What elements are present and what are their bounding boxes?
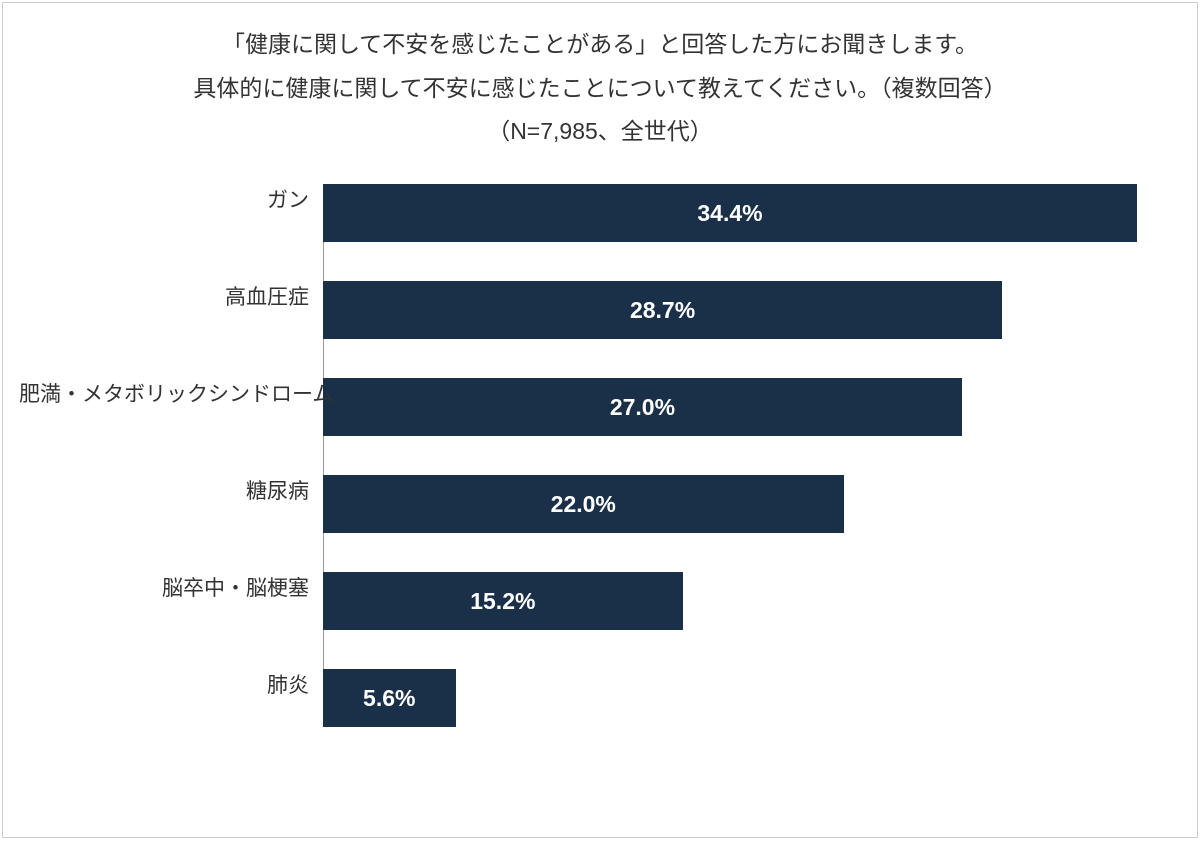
- bar-row: 肺炎5.6%: [323, 669, 1137, 727]
- bar-category-label: 肺炎: [19, 669, 309, 699]
- bar-row: 脳卒中・脳梗塞15.2%: [323, 572, 1137, 630]
- bar-value-label: 28.7%: [630, 297, 695, 324]
- bar-wrapper: 糖尿病22.0%: [323, 475, 1137, 533]
- bar-value-label: 5.6%: [363, 685, 415, 712]
- bar-category-label: 糖尿病: [19, 475, 309, 505]
- bar-wrapper: 高血圧症28.7%: [323, 281, 1137, 339]
- bar-row: ガン34.4%: [323, 184, 1137, 242]
- bar-wrapper: 脳卒中・脳梗塞15.2%: [323, 572, 1137, 630]
- bar-category-label: 脳卒中・脳梗塞: [19, 572, 309, 602]
- bar-row: 肥満・メタボリックシンドローム27.0%: [323, 378, 1137, 436]
- bar-category-label: 肥満・メタボリックシンドローム: [19, 378, 309, 408]
- bar-value-label: 15.2%: [470, 588, 535, 615]
- bar-category-label: ガン: [19, 184, 309, 214]
- bar-value-label: 34.4%: [697, 200, 762, 227]
- chart-title: 「健康に関して不安を感じたことがある」と回答した方にお聞きします。 具体的に健康…: [23, 23, 1177, 154]
- bar-value-label: 27.0%: [610, 394, 675, 421]
- bar: 28.7%: [323, 281, 1002, 339]
- bar: 27.0%: [323, 378, 962, 436]
- bar: 5.6%: [323, 669, 456, 727]
- bar-wrapper: 肺炎5.6%: [323, 669, 1137, 727]
- title-line-1: 「健康に関して不安を感じたことがある」と回答した方にお聞きします。: [23, 23, 1177, 67]
- bar: 22.0%: [323, 475, 844, 533]
- bar-wrapper: ガン34.4%: [323, 184, 1137, 242]
- bar: 34.4%: [323, 184, 1137, 242]
- bar-category-label: 高血圧症: [19, 281, 309, 311]
- title-line-2: 具体的に健康に関して不安に感じたことについて教えてください。（複数回答）: [23, 67, 1177, 111]
- bar-wrapper: 肥満・メタボリックシンドローム27.0%: [323, 378, 1137, 436]
- chart-plot-area: ガン34.4% 高血圧症28.7% 肥満・メタボリックシンドローム27.0% 糖尿病2…: [23, 184, 1177, 727]
- bar: 15.2%: [323, 572, 683, 630]
- y-axis-line: [323, 184, 324, 727]
- bar-value-label: 22.0%: [551, 491, 616, 518]
- chart-container: 「健康に関して不安を感じたことがある」と回答した方にお聞きします。 具体的に健康…: [2, 2, 1198, 838]
- bar-row: 高血圧症28.7%: [323, 281, 1137, 339]
- title-line-3: （N=7,985、全世代）: [23, 110, 1177, 154]
- bar-row: 糖尿病22.0%: [323, 475, 1137, 533]
